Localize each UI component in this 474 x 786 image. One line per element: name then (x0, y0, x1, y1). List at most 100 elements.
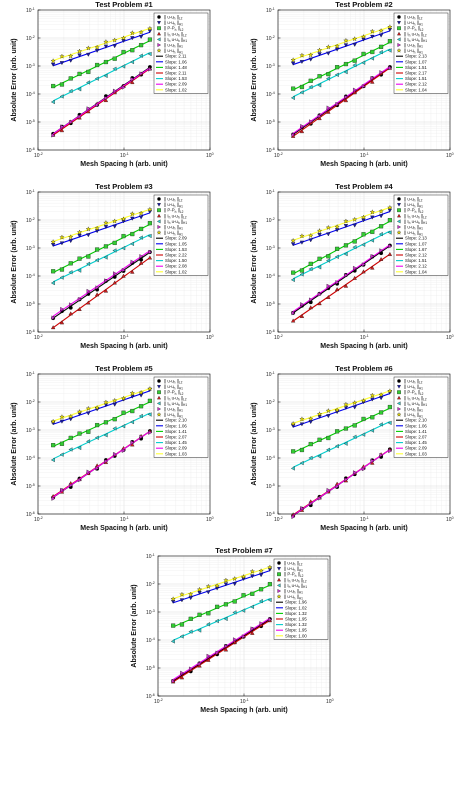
data-point (370, 229, 375, 234)
data-point (206, 611, 211, 616)
data-point (353, 265, 357, 271)
data-point (130, 269, 135, 274)
legend-box (273, 558, 329, 640)
data-point (369, 392, 375, 398)
legend-marker (157, 379, 161, 383)
data-point (316, 228, 323, 234)
data-point (179, 591, 185, 597)
data-point (361, 232, 366, 237)
data-point (388, 448, 393, 454)
legend-marker (157, 15, 161, 19)
legend-marker (396, 37, 401, 42)
data-point (291, 310, 296, 316)
data-point (50, 62, 56, 67)
data-point (103, 73, 108, 79)
data-point (334, 444, 339, 449)
data-point (50, 457, 55, 463)
data-point (370, 56, 374, 61)
legend-marker (397, 203, 401, 207)
legend-box (393, 194, 449, 276)
y-axis-label: Absolute Error (arb. unit) (251, 220, 258, 303)
y-tick-label: 10-3 (26, 63, 35, 70)
data-point (112, 44, 117, 49)
data-point (148, 67, 153, 72)
data-point (95, 466, 100, 471)
data-point (267, 582, 272, 587)
data-point (147, 206, 153, 212)
y-tick-label: 10-1 (26, 7, 35, 14)
data-point (51, 443, 56, 448)
data-point (370, 397, 375, 402)
data-point (290, 242, 296, 247)
data-point (147, 386, 153, 392)
data-point (197, 590, 202, 595)
y-axis-label: Absolute Error (arb. unit) (11, 402, 18, 485)
data-point (130, 232, 135, 237)
y-tick-label: 10-6 (26, 329, 35, 336)
data-point (77, 53, 82, 58)
data-point (95, 102, 100, 108)
legend-slope-5: Slope: 1.51 (405, 258, 427, 263)
data-point (370, 34, 375, 39)
legend-slope-6: Slope: 2.09 (165, 82, 187, 87)
legend-label-3: || P-Ph ||L2 (404, 208, 424, 214)
legend-slope-2: Slope: 1.06 (405, 423, 427, 428)
data-point (86, 106, 91, 111)
data-point (343, 69, 348, 75)
data-point (130, 259, 135, 265)
data-point (352, 239, 357, 244)
data-point (139, 43, 144, 48)
data-point (148, 249, 153, 255)
data-point (317, 233, 322, 237)
fit-line-7 (292, 390, 391, 424)
y-tick-label: 10-5 (26, 119, 35, 126)
data-point (223, 577, 229, 583)
legend-marker (397, 407, 402, 411)
data-point (138, 35, 144, 39)
legend-slope-1: Slope: 2.11 (165, 54, 187, 59)
data-point (326, 435, 331, 441)
chart-svg: 10-2 10-1 100 10-6 10-5 10-4 10-3 10-2 10-1 Test … (11, 0, 214, 168)
data-point (113, 88, 117, 93)
data-point (86, 288, 91, 294)
data-point (387, 218, 392, 223)
legend-marker (397, 395, 401, 400)
legend-slope-1: Slope: 2.10 (405, 418, 427, 423)
x-tick-label: 100 (206, 152, 214, 159)
data-point (138, 29, 144, 35)
data-point (69, 302, 73, 307)
fit-line-4 (292, 253, 391, 322)
data-point (326, 76, 330, 81)
data-point (112, 248, 117, 253)
data-point (326, 283, 331, 289)
legend-marker (157, 213, 161, 218)
data-point (325, 224, 331, 230)
data-point (326, 72, 331, 77)
y-axis-label: Absolute Error (arb. unit) (131, 584, 138, 667)
legend-marker (157, 385, 161, 389)
data-point (290, 421, 296, 426)
legend-slope-4: Slope: 2.07 (165, 435, 187, 440)
y-tick-label: 10-3 (266, 427, 275, 434)
legend-label-6: || u-uh ||H1 (164, 225, 183, 231)
data-point (361, 416, 366, 421)
data-point (68, 447, 73, 452)
legend-marker (157, 26, 161, 31)
legend-marker (396, 230, 402, 235)
data-point (68, 311, 73, 316)
chart-svg: 10-2 10-1 100 10-6 10-5 10-4 10-3 10-2 10-1 Test … (11, 364, 214, 532)
data-point (129, 30, 135, 36)
data-point (370, 265, 375, 270)
data-point (352, 42, 357, 47)
y-tick-label: 10-4 (26, 273, 35, 280)
legend-marker (156, 412, 162, 417)
data-point (112, 56, 117, 61)
data-point (112, 426, 117, 431)
legend-label-6: || u-uh ||H1 (164, 43, 183, 49)
data-point (76, 48, 83, 54)
legend-label-1: || u-uh ||L2 (164, 197, 183, 203)
data-point (139, 404, 144, 409)
data-point (379, 453, 384, 458)
data-point (130, 36, 135, 41)
data-point (224, 644, 229, 649)
